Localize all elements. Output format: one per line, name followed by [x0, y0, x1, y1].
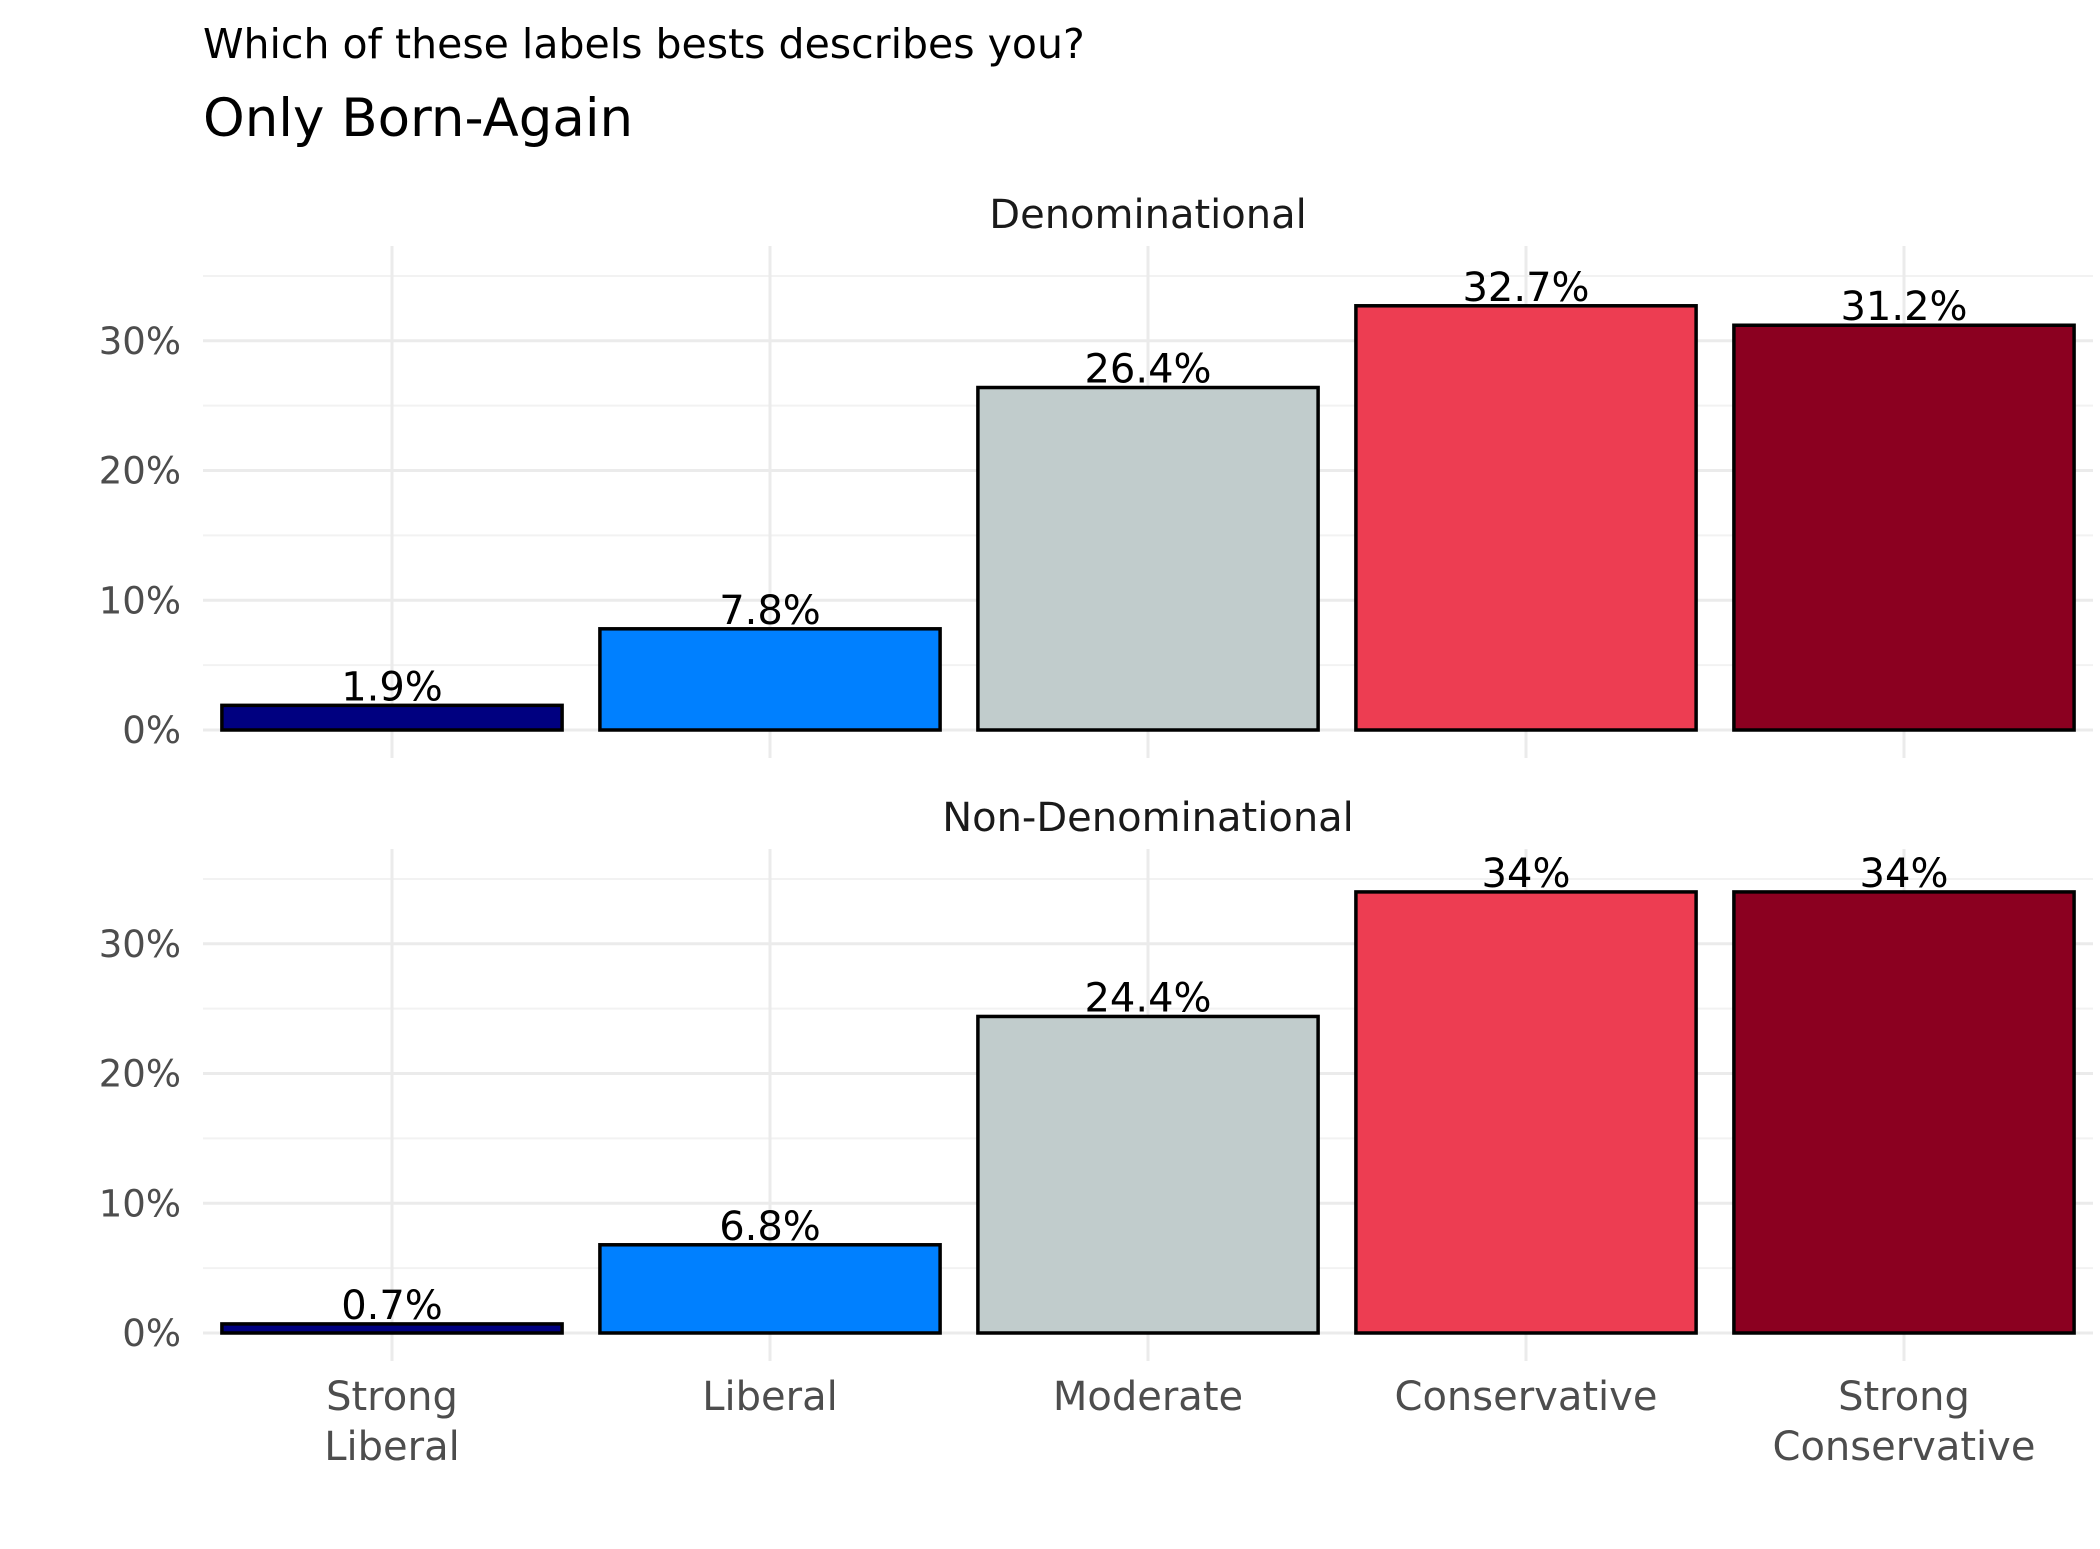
- bar: [1354, 890, 1698, 1335]
- data-label: 7.8%: [719, 588, 821, 634]
- bar: [220, 703, 564, 732]
- data-label: 31.2%: [1840, 284, 1967, 330]
- x-tick-label: Strong Liberal: [324, 1374, 459, 1470]
- y-tick-label: 0%: [122, 709, 181, 752]
- facet-strip-label: Non-Denominational: [942, 795, 1354, 841]
- bar: [1732, 323, 2076, 732]
- facet-strip-label: Denominational: [989, 192, 1306, 238]
- y-tick-label: 30%: [99, 320, 181, 363]
- bar: [220, 1322, 564, 1335]
- data-label: 0.7%: [341, 1283, 443, 1329]
- bar: [976, 385, 1320, 732]
- x-tick-label: Strong Conservative: [1773, 1374, 2036, 1470]
- y-tick-label: 10%: [99, 579, 181, 622]
- data-label: 6.8%: [719, 1204, 821, 1250]
- plot-area: 0% 10% 20% 30% Denominational 1.9% 7.8% 26.4% 32…: [99, 192, 2093, 1470]
- data-label: 1.9%: [341, 664, 443, 710]
- x-tick-label: Moderate: [1053, 1374, 1243, 1420]
- data-label: 34%: [1860, 851, 1949, 897]
- chart-subtitle: Only Born-Again: [203, 88, 633, 149]
- data-label: 34%: [1482, 851, 1571, 897]
- bar: [976, 1014, 1320, 1335]
- chart-title: Which of these labels bests describes yo…: [203, 20, 1085, 68]
- y-tick-label: 0%: [122, 1312, 181, 1355]
- x-tick-label: Conservative: [1395, 1374, 1658, 1420]
- data-label: 26.4%: [1084, 347, 1211, 393]
- bar: [598, 1243, 942, 1335]
- data-label: 24.4%: [1084, 975, 1211, 1021]
- bar: [598, 627, 942, 732]
- x-axis: Strong Liberal Liberal Moderate Conservative…: [324, 1374, 2035, 1470]
- bar: [1732, 890, 2076, 1335]
- data-label: 32.7%: [1462, 265, 1589, 311]
- y-tick-label: 20%: [99, 1053, 181, 1096]
- facet-panel-1: 0% 10% 20% 30% Denominational 1.9% 7.8% 26.4% 32…: [99, 192, 2093, 758]
- x-tick-label: Liberal: [702, 1374, 837, 1420]
- y-tick-label: 10%: [99, 1182, 181, 1225]
- facet-panel-2: 0% 10% 20% 30% Non-Denominational 0.7% 6.8% 24.…: [99, 795, 2093, 1361]
- y-tick-label: 20%: [99, 450, 181, 493]
- bar: [1354, 304, 1698, 732]
- y-tick-label: 30%: [99, 923, 181, 966]
